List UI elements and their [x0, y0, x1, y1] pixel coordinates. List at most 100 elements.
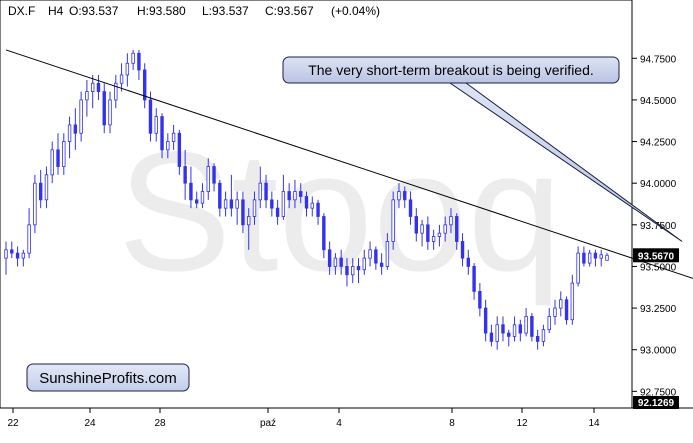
candle-body: [73, 124, 78, 134]
y-tick-label: 94.7500: [640, 54, 677, 65]
candle-body: [489, 332, 494, 342]
candle-body: [501, 324, 505, 334]
candle: [148, 91, 153, 142]
candle: [154, 108, 158, 142]
candle: [582, 246, 586, 267]
candle: [489, 324, 494, 347]
candle-body: [593, 252, 598, 259]
candle-body: [431, 236, 436, 242]
candle: [316, 199, 320, 225]
candle-body: [530, 316, 534, 337]
candle: [553, 299, 557, 325]
candle-body: [79, 99, 83, 134]
candle-body: [356, 266, 361, 271]
candle-body: [56, 149, 60, 167]
candle: [472, 263, 476, 300]
candle: [495, 316, 499, 350]
candle: [44, 166, 49, 209]
candle-body: [171, 132, 176, 142]
candle-body: [27, 224, 31, 254]
candle-body: [258, 182, 262, 201]
candle: [524, 308, 528, 337]
candle-body: [541, 329, 546, 342]
candle: [171, 124, 176, 150]
candle: [570, 274, 575, 325]
candle-body: [455, 216, 459, 242]
candle-body: [507, 332, 511, 337]
x-tick-label: 8: [449, 418, 455, 429]
candle-body: [148, 99, 153, 134]
candle-body: [408, 199, 413, 217]
candle-body: [4, 249, 8, 259]
candle: [229, 174, 234, 217]
candle-body: [200, 191, 205, 204]
candle-body: [385, 241, 390, 267]
candle-body: [10, 249, 14, 254]
candle-body: [119, 74, 124, 84]
candle-body: [333, 257, 338, 267]
candle: [374, 246, 378, 270]
candle: [420, 219, 424, 247]
candle-body: [368, 249, 372, 259]
candle: [333, 253, 338, 275]
candle: [356, 258, 361, 284]
candle: [327, 241, 332, 275]
candle-body: [443, 224, 447, 234]
candle-body: [478, 291, 482, 309]
brand-text: SunshineProfits.com: [39, 370, 177, 387]
y-tick-label: 93.2500: [640, 304, 677, 315]
candle: [200, 183, 205, 209]
candle-body: [38, 182, 43, 201]
candle: [108, 91, 112, 134]
candle-body: [327, 249, 332, 267]
candle: [483, 299, 488, 342]
chart-header: DX.F H4 O:93.537 H:93.580 L:93.537 C:93.…: [8, 4, 380, 18]
candle: [160, 113, 164, 159]
candle-body: [137, 52, 141, 71]
candle-body: [535, 335, 540, 342]
candle: [368, 241, 372, 267]
x-tick-label: 24: [84, 418, 96, 429]
callout-box: [282, 56, 620, 84]
candle-body: [44, 174, 49, 201]
annotations: [5, 49, 693, 279]
candle-body: [466, 257, 471, 267]
candle-body: [310, 202, 314, 209]
candle-body: [449, 216, 453, 226]
candle: [576, 246, 580, 287]
candle: [351, 258, 355, 284]
candle: [414, 208, 418, 242]
candle: [218, 179, 222, 217]
header-low: L:93.537: [202, 4, 249, 18]
candle: [177, 129, 182, 175]
candle: [466, 249, 471, 275]
candle-body: [472, 266, 476, 292]
trendline: [5, 49, 693, 279]
x-tick-label: paź: [260, 418, 276, 429]
last-price-badge: 93.5670: [633, 248, 679, 263]
candle: [189, 166, 193, 209]
candle: [293, 179, 297, 209]
candle: [33, 174, 37, 234]
y-tick-label: 94.0000: [640, 179, 677, 190]
candle: [125, 53, 130, 87]
y-tick-label: 94.2500: [640, 138, 677, 149]
candle: [530, 313, 534, 342]
candle-body: [362, 257, 366, 271]
candle-body: [102, 91, 106, 126]
candle: [10, 241, 14, 259]
candle: [270, 191, 274, 217]
candle: [391, 191, 395, 250]
candle: [258, 166, 262, 209]
candle: [21, 249, 26, 267]
candle: [460, 233, 465, 267]
candle-body: [374, 249, 378, 264]
candle: [431, 229, 436, 250]
candle-body: [564, 299, 569, 321]
candle: [437, 224, 442, 247]
candle-body: [518, 324, 523, 334]
candle-body: [154, 116, 158, 134]
candle: [426, 216, 430, 250]
candle-body: [437, 232, 442, 237]
